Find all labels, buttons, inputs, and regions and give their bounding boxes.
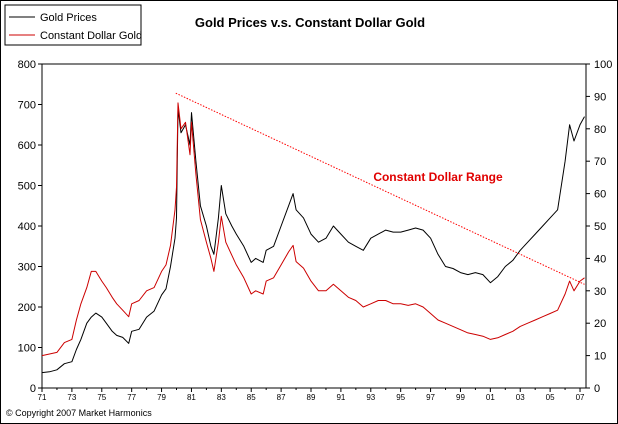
x-axis-tick-label: 91 xyxy=(336,393,345,402)
right-axis-tick-label: 70 xyxy=(594,156,606,168)
x-axis-tick-label: 89 xyxy=(307,393,316,402)
x-axis-tick-label: 71 xyxy=(38,393,47,402)
x-axis-tick-label: 77 xyxy=(127,393,136,402)
x-axis-tick-label: 93 xyxy=(366,393,375,402)
left-axis-tick-label: 800 xyxy=(18,59,36,71)
x-axis-tick-label: 87 xyxy=(277,393,286,402)
left-axis-tick-label: 400 xyxy=(18,221,36,233)
right-axis-tick-label: 50 xyxy=(594,221,606,233)
left-axis-tick-label: 700 xyxy=(18,100,36,112)
right-axis-tick-label: 0 xyxy=(594,383,600,395)
left-axis-tick-label: 300 xyxy=(18,262,36,274)
x-axis-tick-label: 73 xyxy=(67,393,76,402)
x-axis-tick-label: 97 xyxy=(426,393,435,402)
chart-title: Gold Prices v.s. Constant Dollar Gold xyxy=(195,15,425,30)
right-axis-tick-label: 80 xyxy=(594,124,606,136)
left-axis-tick-label: 500 xyxy=(18,181,36,193)
x-axis-tick-label: 05 xyxy=(546,393,555,402)
left-axis-tick-label: 200 xyxy=(18,302,36,314)
x-axis-tick-label: 83 xyxy=(217,393,226,402)
right-axis-tick-label: 30 xyxy=(594,286,606,298)
right-axis-tick-label: 20 xyxy=(594,318,606,330)
left-axis-tick-label: 100 xyxy=(18,343,36,355)
right-axis-tick-label: 90 xyxy=(594,91,606,103)
legend: Gold Prices Constant Dollar Gold xyxy=(4,4,142,46)
copyright-text: © Copyright 2007 Market Harmonics xyxy=(6,408,152,418)
x-axis-tick-label: 79 xyxy=(157,393,166,402)
legend-box xyxy=(4,4,142,46)
series-layer xyxy=(41,92,585,374)
plot-area xyxy=(41,63,587,389)
x-axis-tick-label: 81 xyxy=(187,393,196,402)
legend-label-gold: Gold Prices xyxy=(40,12,97,24)
left-axis-tick-label: 600 xyxy=(18,140,36,152)
left-axis-tick-label: 0 xyxy=(30,383,36,395)
x-axis-tick-label: 75 xyxy=(97,393,106,402)
axes: 0100200300400500600700800010203040506070… xyxy=(18,59,613,402)
annotation-constant-dollar-range: Constant Dollar Range xyxy=(373,170,503,184)
series-line-constant-dollar-gold xyxy=(41,102,585,357)
x-axis-tick-label: 95 xyxy=(396,393,405,402)
x-axis-tick-label: 07 xyxy=(576,393,585,402)
x-axis-tick-label: 85 xyxy=(247,393,256,402)
x-axis-tick-label: 99 xyxy=(456,393,465,402)
constant-dollar-range-line xyxy=(175,92,585,285)
x-axis-tick-label: 03 xyxy=(516,393,525,402)
right-axis-tick-label: 10 xyxy=(594,351,606,363)
right-axis-tick-label: 100 xyxy=(594,59,612,71)
x-axis-tick-label: 01 xyxy=(486,393,495,402)
series-line-gold-prices xyxy=(41,108,585,374)
legend-label-constant: Constant Dollar Gold xyxy=(40,30,142,42)
right-axis-tick-label: 40 xyxy=(594,253,606,265)
right-axis-tick-label: 60 xyxy=(594,189,606,201)
